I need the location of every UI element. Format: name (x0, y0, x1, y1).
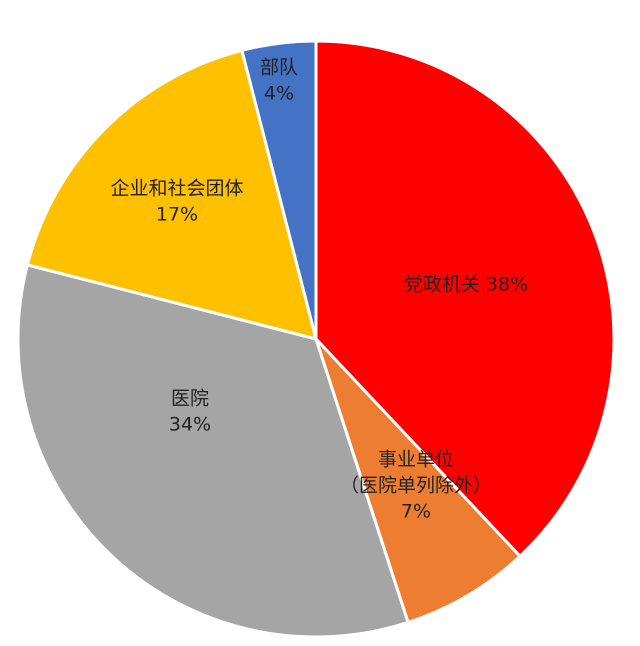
pie-slice-yiyuan (16, 263, 410, 639)
slice-label-line: （医院单列除外） (340, 475, 492, 497)
pie-slices (16, 39, 616, 639)
slice-label-line: 企业和社会团体 (110, 178, 243, 200)
pie-slice-dangzheng-jiguan (314, 39, 616, 558)
slice-label-qiye-shehui-tuanti: 企业和社会团体 17% (110, 178, 243, 226)
slice-label-shiye-danwei: 事业单位 （医院单列除外） 7% (340, 449, 492, 523)
slice-label-line: 事业单位 (378, 449, 454, 471)
pie-slice-budui (240, 39, 318, 341)
slice-label-yiyuan: 医院 34% (169, 388, 211, 436)
slice-label-line: 党政机关 38% (404, 274, 528, 296)
slice-label-line: 部队 (260, 57, 298, 79)
pie-slice-qiye-shehui-tuanti (25, 48, 318, 341)
pie-slice-shiye-danwei (314, 337, 522, 624)
slice-label-line: 医院 (171, 388, 209, 410)
pie-labels: 党政机关 38% 事业单位 （医院单列除外） 7% 医院 34% 企业和社会团体 17% 部队 4… (110, 57, 528, 523)
slice-label-line: 17% (156, 204, 198, 226)
slice-label-line: 34% (169, 414, 211, 436)
slice-label-line: 4% (264, 83, 294, 105)
slice-label-line: 7% (401, 501, 431, 523)
slice-label-dangzheng-jiguan: 党政机关 38% (404, 274, 528, 296)
slice-label-budui: 部队 4% (260, 57, 298, 105)
